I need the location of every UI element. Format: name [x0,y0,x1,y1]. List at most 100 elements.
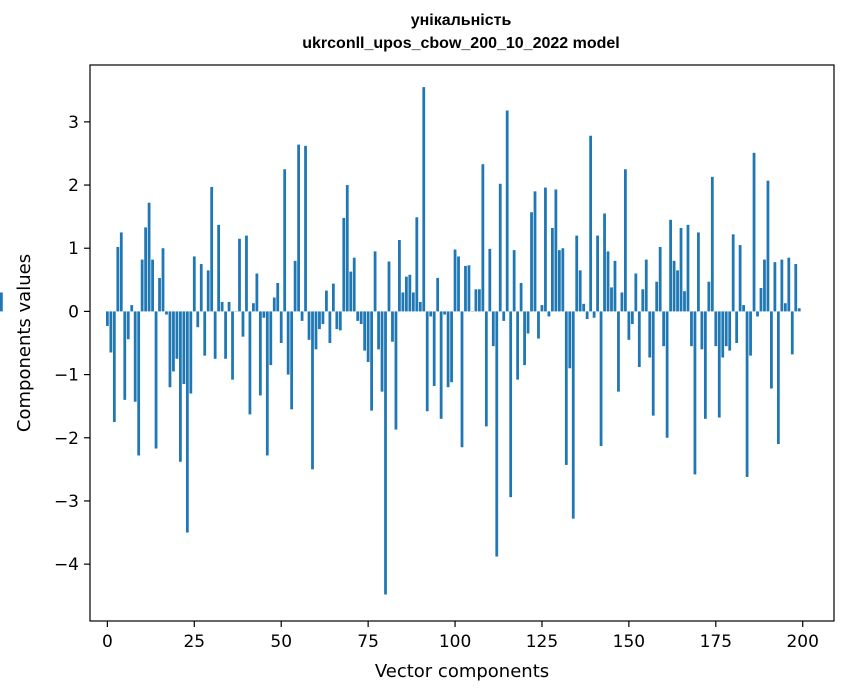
bar [206,270,210,312]
bar [516,311,520,380]
bar [582,303,586,312]
bar [794,264,798,312]
bar [561,248,565,312]
bar [196,311,200,328]
bar [411,292,415,312]
bar [293,260,297,312]
bar [179,311,182,462]
bar [144,227,148,312]
bar [342,217,346,312]
bar [373,251,377,312]
bar [105,311,109,326]
bar [199,264,203,312]
bar [714,311,718,347]
bar [314,311,318,350]
bar [112,311,116,422]
bar [147,202,151,312]
bar [224,311,227,359]
bar [676,270,679,312]
bar [585,311,589,319]
bar [318,311,321,330]
bar [697,232,700,312]
bar [537,311,540,339]
bar [269,311,273,366]
bar [213,311,217,359]
bar [780,259,784,312]
bar [231,311,234,380]
y-tick-label: 2 [68,176,79,196]
bar [749,311,752,356]
bar [776,311,780,445]
bar [578,270,582,312]
bar [418,301,422,312]
bar [544,187,547,312]
bar [575,235,579,312]
bar [408,274,412,312]
bar [165,311,168,315]
bar [262,311,266,318]
bar [422,87,426,312]
bar [773,262,777,312]
bar [540,305,544,312]
bar [630,311,634,325]
x-axis-ticks: 0 25 50 75 100 125 150 175 200 [102,621,819,652]
x-tick-label: 25 [183,632,205,652]
bar [603,213,606,312]
bar [370,311,373,411]
bar [387,261,391,312]
bar [592,311,596,318]
bar [210,186,214,312]
bar [335,311,339,330]
bar [551,228,554,312]
bar [596,235,599,312]
bar [519,282,523,312]
bar [669,219,672,312]
bar [512,250,516,312]
bar [272,297,276,312]
bar [446,311,450,388]
bar [457,256,460,312]
bar [227,301,231,312]
bar [752,152,756,312]
bar [731,234,735,312]
axes-frame [89,64,835,622]
bar [453,249,457,312]
bar [126,311,130,340]
bar [429,311,433,317]
bar [568,311,572,369]
bar [547,311,551,317]
chart-subtitle: ukrconll_upos_cbow_200_10_2022 model [302,35,620,52]
bar [349,271,353,312]
bar [432,311,436,386]
bar [686,224,690,312]
bar [154,311,158,449]
bar [509,311,513,498]
bar [425,311,429,412]
bar [279,311,283,343]
y-axis-ticks: −4 −3 −2 −1 0 1 2 3 [54,113,90,575]
bar [742,305,745,312]
bar [311,311,314,470]
bar [672,260,676,312]
y-tick-label: −3 [54,492,79,512]
bar [0,292,3,312]
bar [662,311,666,347]
bar [300,311,304,321]
bar [345,185,349,312]
bar [477,289,481,312]
bar [610,287,613,312]
bar [648,311,652,358]
bar [380,311,384,392]
bar [217,224,221,312]
bar [717,311,721,418]
chart-title: унікальність [410,12,512,29]
bar [464,265,467,312]
bar [252,303,255,312]
bar [137,311,141,456]
bar [683,291,686,312]
bar [523,311,526,366]
bar [172,311,175,372]
bar [488,248,492,312]
